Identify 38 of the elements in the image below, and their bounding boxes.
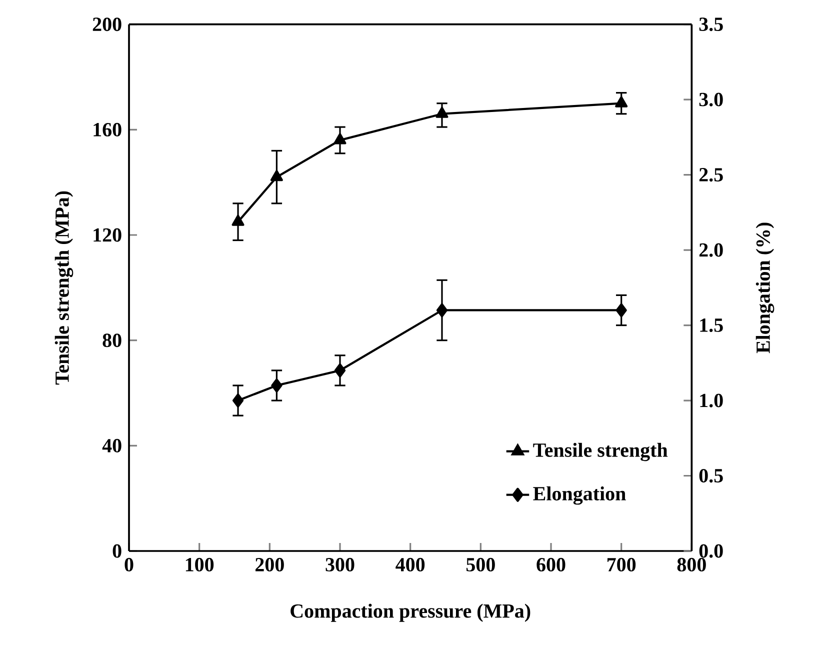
y2-tick-label: 2.0 — [699, 243, 723, 257]
y2-tick-label: 3.5 — [699, 18, 723, 32]
y2-tick-label: 1.5 — [700, 318, 723, 332]
point — [334, 133, 346, 144]
y-tick-label: 80 — [102, 334, 122, 348]
y2-tick-label: 0.0 — [699, 544, 723, 558]
legend-label: Elongation — [533, 486, 626, 505]
y-tick-label: 120 — [94, 228, 122, 242]
y-tick-label: 0 — [112, 544, 122, 558]
point — [615, 96, 628, 108]
x-tick-label: 400 — [396, 558, 425, 572]
x-tick-label: 0 — [124, 558, 134, 572]
x-tick-label: 700 — [607, 558, 636, 572]
x-axis-title: Compaction pressure (MPa) — [290, 604, 530, 622]
y2-tick-label: 1.0 — [700, 394, 723, 408]
x-tick-label: 200 — [256, 558, 284, 572]
y-axis-title: Tensile strength (MPa) — [54, 191, 74, 385]
point — [270, 170, 283, 182]
y2-tick-label: 0.5 — [699, 468, 723, 483]
x-tick-label: 300 — [326, 558, 354, 572]
x-tick-label: 800 — [677, 558, 706, 572]
point — [616, 303, 627, 318]
y-tick-label: 160 — [94, 122, 122, 136]
point — [271, 378, 282, 393]
point — [334, 363, 346, 378]
point — [232, 214, 244, 226]
y-tick-label: 200 — [92, 18, 122, 32]
point — [436, 106, 448, 118]
y2-tick-label: 3.0 — [699, 92, 723, 106]
x-tick-label: 600 — [536, 558, 566, 572]
y-tick-label: 40 — [102, 438, 122, 452]
y2-axis-title: Elongation (%) — [756, 222, 774, 354]
y2-tick-label: 2.5 — [699, 168, 723, 182]
legend-label: Tensile strength — [533, 442, 668, 462]
x-tick-label: 500 — [466, 558, 495, 572]
point — [232, 393, 244, 408]
x-tick-label: 100 — [186, 558, 214, 572]
point — [436, 303, 448, 318]
